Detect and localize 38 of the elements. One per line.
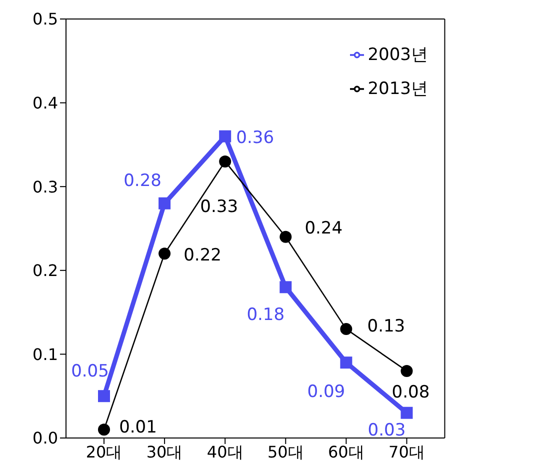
x-tick-label: 50대	[267, 442, 304, 462]
data-label: 0.33	[200, 197, 238, 218]
point	[219, 155, 232, 168]
point	[98, 424, 110, 436]
data-label: 0.09	[307, 382, 346, 402]
x-tick-label: 60대	[328, 442, 364, 462]
data-label: 0.18	[246, 304, 285, 325]
y-tick-label: 0.3	[32, 177, 58, 196]
data-label: 0.08	[392, 382, 430, 403]
data-label: 0.22	[184, 245, 222, 266]
point	[158, 248, 171, 260]
data-label: 0.03	[368, 420, 406, 441]
point	[280, 230, 292, 243]
data-label: 0.01	[119, 417, 157, 438]
y-tick-label: 0.5	[32, 10, 58, 29]
data-label: 0.36	[236, 128, 274, 148]
x-tick-label: 40대	[206, 442, 244, 462]
point	[280, 281, 292, 294]
data-label: 0.28	[124, 171, 162, 192]
x-tick-label: 30대	[146, 442, 183, 462]
point	[340, 323, 352, 336]
y-tick-label: 0.1	[32, 344, 58, 364]
point	[340, 356, 352, 369]
point	[158, 197, 171, 210]
data-label: 0.13	[367, 316, 406, 337]
legend-label: 2003년	[368, 45, 428, 65]
y-tick-label: 0.2	[32, 261, 58, 280]
x-tick-label: 20대	[86, 442, 122, 462]
point	[400, 406, 413, 419]
data-label: 0.05	[71, 362, 109, 382]
x-tick-label: 70대	[388, 442, 425, 462]
point	[98, 390, 110, 402]
data-label: 0.24	[304, 218, 343, 239]
y-tick-label: 0.4	[32, 93, 58, 112]
point	[400, 364, 413, 377]
point	[219, 130, 232, 142]
y-tick-label: 0.0	[32, 428, 58, 448]
legend-label: 2013년	[368, 79, 428, 99]
